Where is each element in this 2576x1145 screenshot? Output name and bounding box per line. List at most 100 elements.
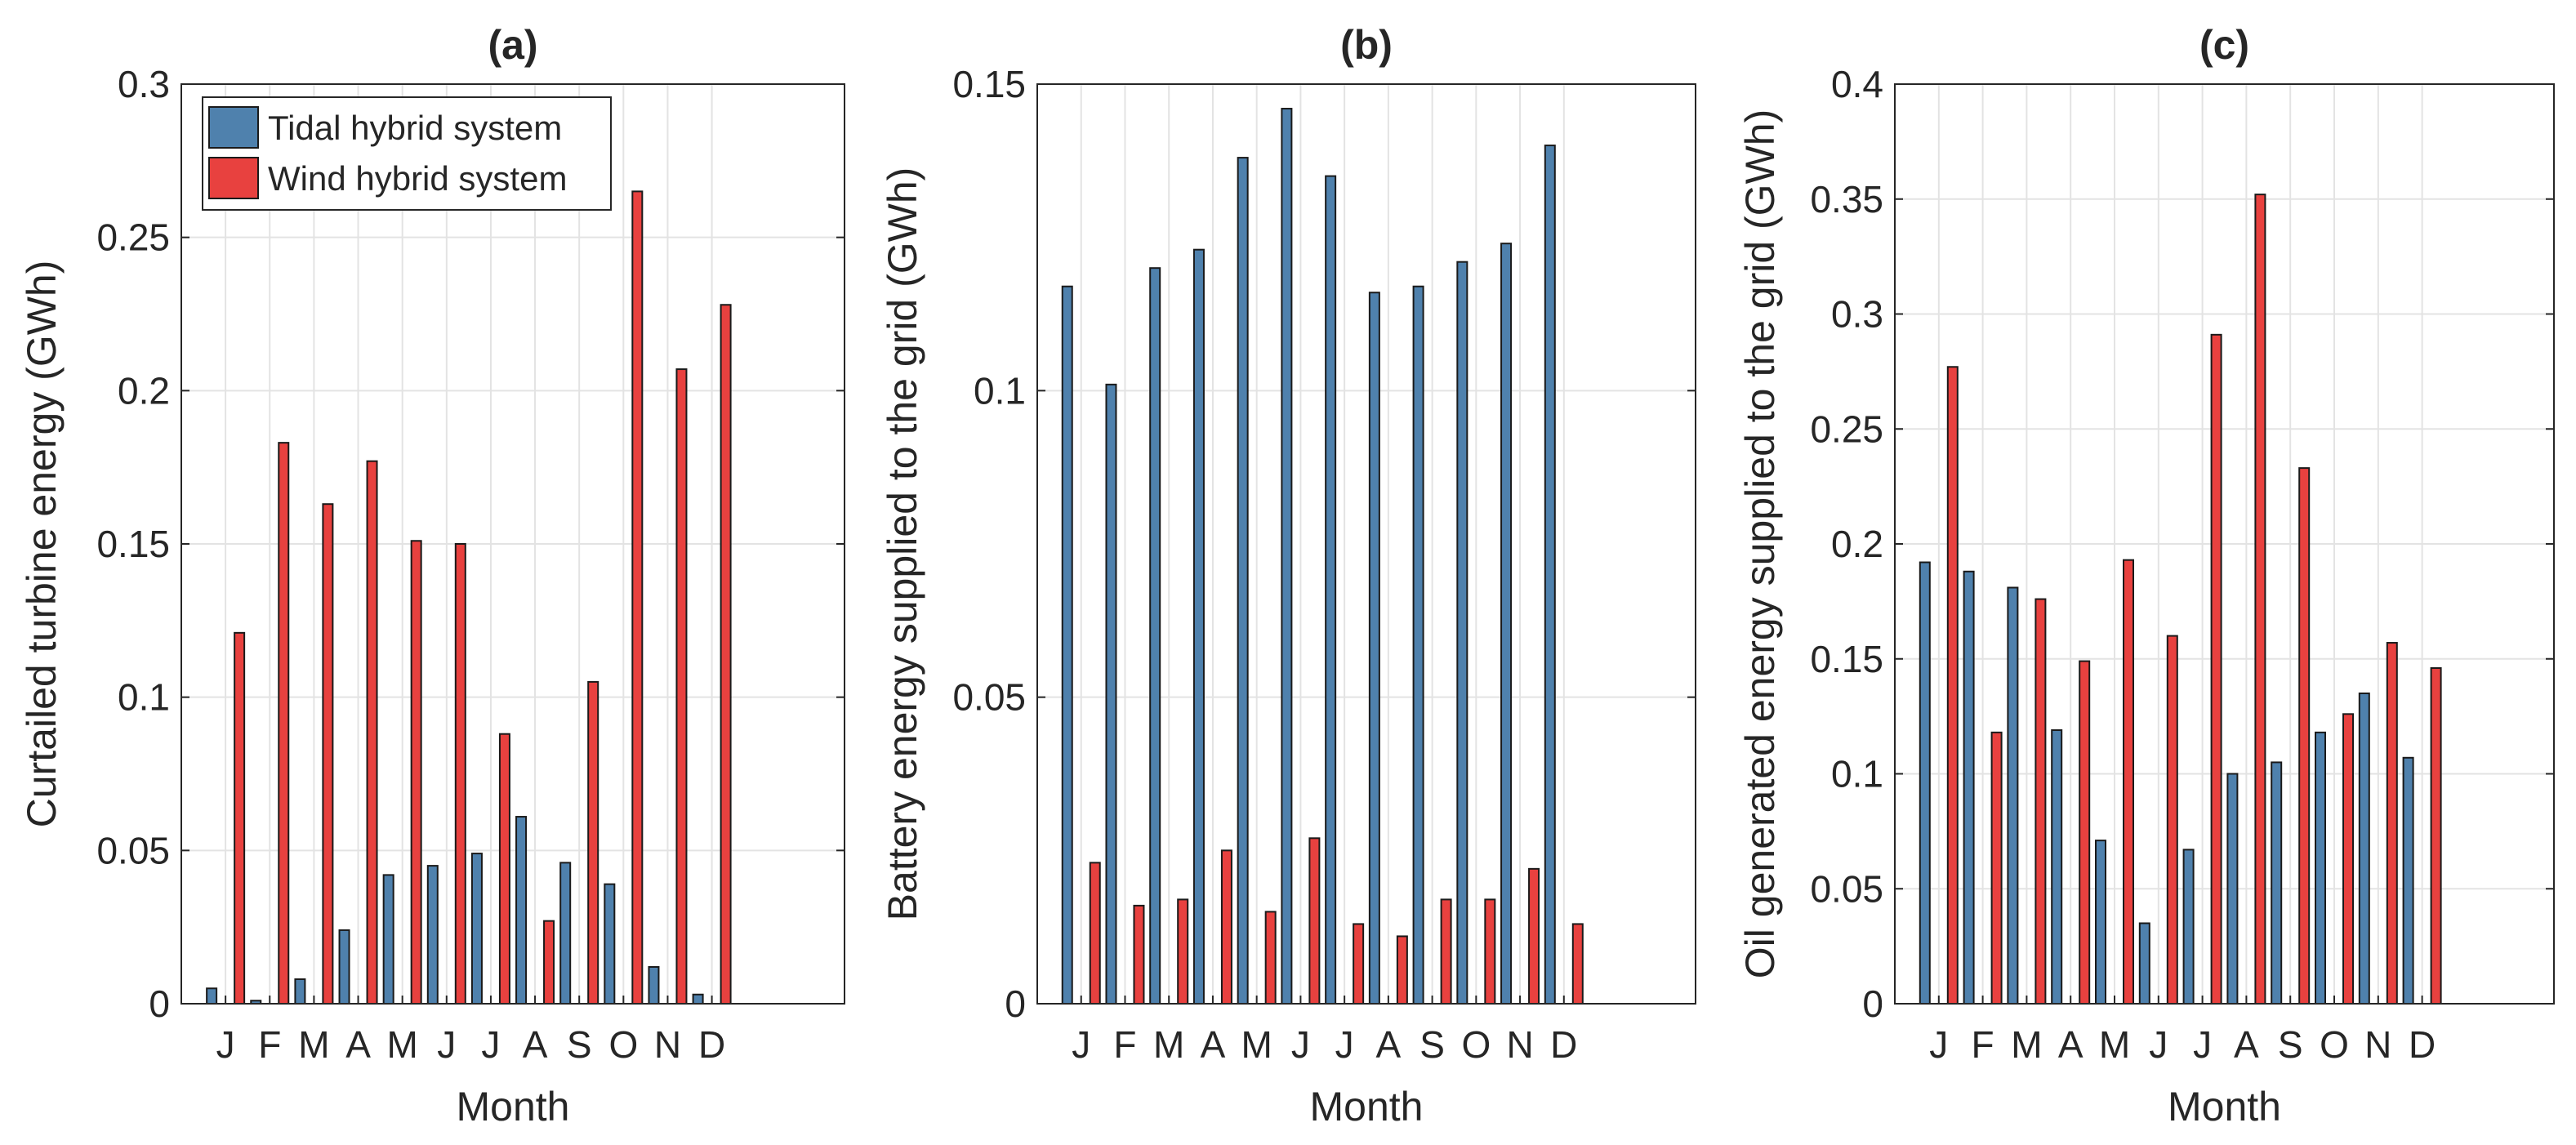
x-tick-label: O: [608, 1023, 638, 1066]
x-tick-label: F: [1972, 1023, 1994, 1066]
bar-wind-2: [322, 503, 334, 1005]
bar-tidal-8: [559, 862, 572, 1005]
bar-wind-5: [1308, 837, 1321, 1005]
x-tick-label: J: [1072, 1023, 1090, 1066]
y-tick-label: 0: [1005, 982, 1026, 1025]
x-tick-label: O: [1461, 1023, 1491, 1066]
y-tick-label: 0.1: [974, 369, 1026, 412]
bar-tidal-6: [1325, 175, 1337, 1005]
bar-tidal-6: [2182, 849, 2195, 1005]
bar-tidal-3: [1192, 248, 1205, 1005]
y-tick-label: 0.15: [1810, 638, 1883, 680]
bar-wind-9: [2342, 713, 2354, 1005]
x-tick-label: D: [1550, 1023, 1577, 1066]
bar-wind-2: [2035, 598, 2047, 1005]
x-tick-label: D: [2409, 1023, 2436, 1066]
bar-wind-0: [1946, 366, 1959, 1005]
bar-tidal-7: [2226, 773, 2239, 1005]
bar-tidal-0: [1061, 285, 1073, 1005]
y-tick-label: 0.05: [1810, 867, 1883, 910]
bar-wind-3: [366, 460, 378, 1005]
x-tick-label: M: [298, 1023, 329, 1066]
legend-label-wind: Wind hybrid system: [268, 159, 567, 198]
y-tick-label: 0: [149, 982, 170, 1025]
bar-tidal-3: [338, 929, 350, 1005]
bar-wind-2: [1177, 898, 1189, 1005]
y-axis-label: Oil generated energy supplied to the gri…: [1737, 109, 1783, 978]
panel-title: (b): [1340, 22, 1393, 68]
bar-tidal-7: [1368, 292, 1380, 1005]
y-tick-label: 0.3: [118, 63, 170, 105]
bar-wind-6: [1353, 923, 1365, 1005]
x-tick-label: N: [1506, 1023, 1533, 1066]
bar-wind-10: [675, 368, 688, 1005]
y-tick-label: 0.2: [118, 369, 170, 412]
bar-tidal-4: [2095, 840, 2106, 1005]
bar-wind-5: [454, 543, 466, 1005]
x-tick-label: M: [2099, 1023, 2130, 1066]
y-tick-label: 0.25: [1810, 408, 1883, 450]
x-tick-label: A: [1201, 1023, 1226, 1066]
x-tick-label: A: [345, 1023, 371, 1066]
bar-tidal-1: [1963, 570, 1975, 1005]
panel-title: (a): [488, 22, 537, 68]
bar-tidal-11: [692, 993, 704, 1005]
bar-wind-3: [1220, 849, 1232, 1005]
bar-wind-10: [1528, 867, 1540, 1005]
bar-tidal-3: [2051, 729, 2063, 1005]
bar-tidal-0: [1919, 561, 1931, 1005]
x-tick-label: J: [481, 1023, 500, 1066]
bar-wind-10: [2386, 642, 2398, 1005]
x-tick-label: F: [1113, 1023, 1136, 1066]
bar-tidal-9: [604, 883, 616, 1005]
bar-tidal-8: [1412, 285, 1424, 1005]
x-axis-label: Month: [1310, 1084, 1424, 1129]
bar-wind-1: [1133, 904, 1145, 1005]
bar-wind-4: [1264, 911, 1277, 1005]
bar-tidal-1: [1105, 383, 1117, 1005]
x-tick-label: J: [216, 1023, 235, 1066]
bar-tidal-5: [2138, 922, 2150, 1005]
bar-tidal-5: [1281, 108, 1293, 1005]
bar-wind-9: [631, 190, 644, 1005]
x-tick-label: A: [1376, 1023, 1402, 1066]
x-tick-label: M: [387, 1023, 418, 1066]
x-tick-label: J: [1291, 1023, 1310, 1066]
y-tick-label: 0.4: [1831, 63, 1883, 105]
x-tick-label: A: [2058, 1023, 2084, 1066]
x-tick-label: N: [654, 1023, 681, 1066]
bar-wind-8: [587, 680, 599, 1005]
y-tick-label: 0.3: [1831, 293, 1883, 336]
bar-wind-0: [234, 631, 246, 1005]
bar-tidal-4: [1237, 157, 1249, 1005]
bar-tidal-9: [1456, 261, 1468, 1005]
bar-tidal-2: [1149, 267, 1161, 1005]
chart-panel-c: 00.050.10.150.20.250.30.350.4J F M A M J J A S O N…: [1737, 22, 2555, 1129]
bar-tidal-10: [2358, 692, 2370, 1005]
y-tick-label: 0.15: [952, 63, 1026, 105]
y-tick-label: 0.05: [952, 676, 1026, 719]
bar-tidal-7: [515, 816, 528, 1005]
bar-wind-8: [1440, 898, 1452, 1005]
legend-swatch-tidal: [208, 106, 259, 149]
bar-tidal-5: [426, 865, 439, 1005]
bar-wind-1: [1990, 731, 2003, 1005]
bar-tidal-10: [648, 965, 660, 1005]
y-tick-label: 0.1: [1831, 753, 1883, 795]
bar-tidal-4: [382, 874, 394, 1005]
x-tick-label: A: [2234, 1023, 2259, 1066]
x-tick-label: J: [437, 1023, 456, 1066]
bar-wind-11: [2430, 667, 2442, 1005]
chart-panel-a: 00.050.10.150.20.250.3J F M A M J J A S O N DMonthC…: [19, 22, 845, 1129]
bar-wind-0: [1089, 862, 1101, 1005]
y-tick-label: 0: [1862, 982, 1883, 1025]
bar-wind-3: [2079, 660, 2091, 1005]
x-tick-label: O: [2320, 1023, 2349, 1066]
bar-tidal-9: [2315, 731, 2326, 1005]
x-tick-label: M: [2011, 1023, 2042, 1066]
x-tick-label: D: [698, 1023, 725, 1066]
x-tick-label: J: [2149, 1023, 2168, 1066]
bar-wind-1: [278, 442, 290, 1005]
x-tick-label: N: [2364, 1023, 2391, 1066]
